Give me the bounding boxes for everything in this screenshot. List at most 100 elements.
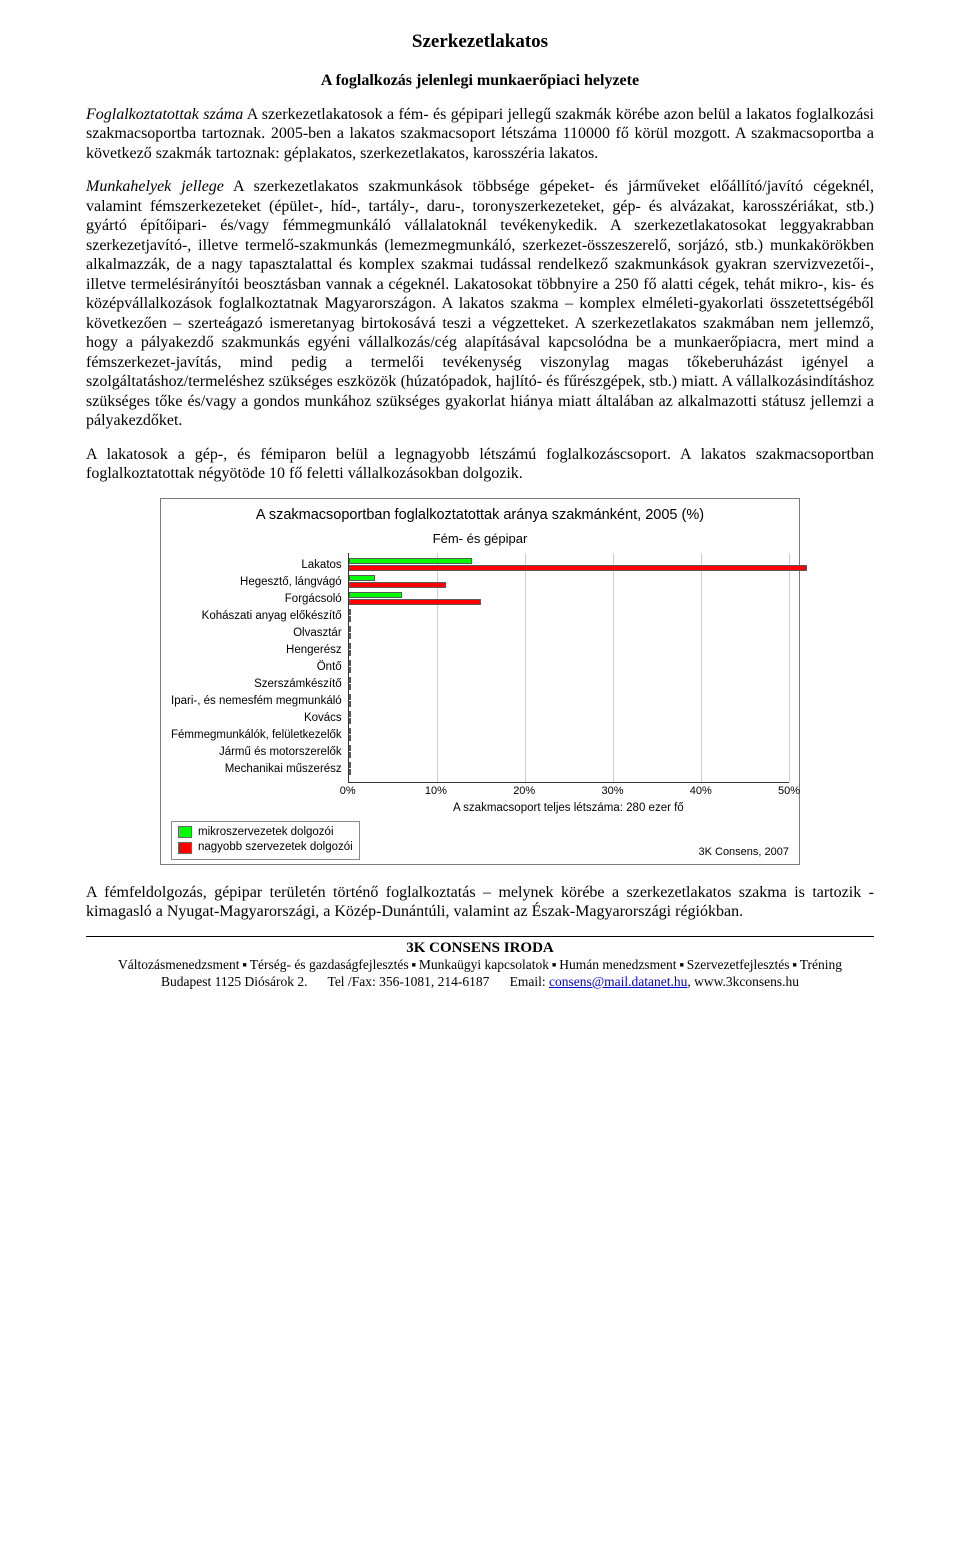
footer-org: 3K CONSENS IRODA: [86, 939, 874, 957]
chart-y-label: Öntő: [317, 659, 342, 676]
separator-icon: ■: [409, 961, 419, 969]
chart-row: [349, 625, 789, 642]
chart-bar-larger: [349, 701, 352, 707]
legend-swatch-micro: [178, 826, 192, 838]
footer-service: Szervezetfejlesztés: [687, 957, 790, 972]
chart-row: [349, 744, 789, 761]
chart-bar-larger: [349, 582, 446, 588]
chart-y-label: Ipari-, és nemesfém megmunkáló: [171, 693, 342, 710]
legend-label-micro: mikroszervezetek dolgozói: [198, 825, 334, 841]
chart-bar-micro: [349, 762, 352, 768]
separator-icon: ■: [677, 961, 687, 969]
chart-bar-micro: [349, 558, 472, 564]
chart-y-label: Fémmegmunkálók, felületkezelők: [171, 727, 342, 744]
chart-credit: 3K Consens, 2007: [698, 846, 789, 859]
chart-x-tick: 10%: [425, 785, 447, 798]
chart-y-labels: LakatosHegesztő, lángvágóForgácsolóKohás…: [171, 553, 348, 815]
chart-row: [349, 727, 789, 744]
chart-bar-micro: [349, 643, 352, 649]
chart-bar-larger: [349, 633, 352, 639]
chart-bar-larger: [349, 769, 352, 775]
chart-bar-micro: [349, 609, 352, 615]
footer-service: Humán menedzsment: [559, 957, 676, 972]
separator-icon: ■: [239, 961, 249, 969]
chart-bar-larger: [349, 667, 352, 673]
chart-y-label: Szerszámkészítő: [254, 676, 342, 693]
chart-y-label: Olvasztár: [293, 625, 342, 642]
chart-row: [349, 574, 789, 591]
chart-x-tick: 50%: [778, 785, 800, 798]
chart-group-label: Fém- és gépipar: [171, 531, 789, 547]
chart-y-label: Hegesztő, lángvágó: [240, 574, 342, 591]
chart-bar-larger: [349, 650, 352, 656]
chart-bar-micro: [349, 677, 352, 683]
chart-bar-larger: [349, 565, 807, 571]
chart-row: [349, 761, 789, 778]
chart-row: [349, 591, 789, 608]
chart-y-label: Kovács: [304, 710, 342, 727]
chart-y-label: Jármű és motorszerelők: [219, 744, 342, 761]
chart-bar-micro: [349, 711, 352, 717]
chart-y-label: Forgácsoló: [285, 591, 342, 608]
chart-bar-larger: [349, 616, 352, 622]
footer-email-label: Email:: [510, 974, 546, 989]
footer-services: Változásmenedzsment■Térség- és gazdaságf…: [86, 957, 874, 974]
p2-lead: Munkahelyek jellege: [86, 178, 224, 195]
chart-row: [349, 608, 789, 625]
chart-row: [349, 693, 789, 710]
separator-icon: ■: [549, 961, 559, 969]
chart-gridline: [789, 553, 790, 782]
p1-lead: Foglalkoztatottak száma: [86, 106, 243, 123]
chart-legend: mikroszervezetek dolgozói nagyobb szerve…: [171, 821, 360, 860]
legend-item-larger: nagyobb szervezetek dolgozói: [178, 840, 353, 856]
chart-x-ticks: 0%10%20%30%40%50%: [348, 783, 789, 799]
legend-label-larger: nagyobb szervezetek dolgozói: [198, 840, 353, 856]
separator-icon: ■: [789, 961, 799, 969]
chart-bar-micro: [349, 694, 352, 700]
chart-title: A szakmacsoportban foglalkoztatottak ará…: [171, 507, 789, 525]
footer-address: Budapest 1125 Diósárok 2.: [161, 974, 307, 989]
chart-x-tick: 0%: [340, 785, 356, 798]
footer-contact: Budapest 1125 Diósárok 2. Tel /Fax: 356-…: [86, 974, 874, 991]
legend-item-micro: mikroszervezetek dolgozói: [178, 825, 353, 841]
chart-bar-micro: [349, 575, 375, 581]
paragraph-1: Foglalkoztatottak száma A szerkezetlakat…: [86, 105, 874, 164]
chart-row: [349, 642, 789, 659]
chart-bar-micro: [349, 626, 352, 632]
page-subtitle: A foglalkozás jelenlegi munkaerőpiaci he…: [86, 71, 874, 91]
legend-swatch-larger: [178, 842, 192, 854]
chart-legend-row: mikroszervezetek dolgozói nagyobb szerve…: [171, 821, 789, 860]
footer-web: www.3kconsens.hu: [694, 974, 799, 989]
chart-card: A szakmacsoportban foglalkoztatottak ará…: [160, 498, 800, 865]
chart-y-label: Hengerész: [286, 642, 342, 659]
paragraph-2: Munkahelyek jellege A szerkezetlakatos s…: [86, 177, 874, 431]
chart-y-label: Lakatos: [301, 557, 341, 574]
chart-x-axis-label: A szakmacsoport teljes létszáma: 280 eze…: [348, 801, 789, 815]
chart-x-tick: 20%: [513, 785, 535, 798]
footer-email-link[interactable]: consens@mail.datanet.hu: [549, 974, 687, 989]
chart-bar-micro: [349, 728, 352, 734]
chart-bar-micro: [349, 592, 402, 598]
page-title: Szerkezetlakatos: [86, 30, 874, 53]
chart-bar-larger: [349, 752, 352, 758]
chart-plot-area: LakatosHegesztő, lángvágóForgácsolóKohás…: [171, 553, 789, 815]
chart-bar-larger: [349, 718, 352, 724]
chart-row: [349, 557, 789, 574]
chart-x-tick: 30%: [601, 785, 623, 798]
chart-row: [349, 659, 789, 676]
chart-y-label: Mechanikai műszerész: [225, 761, 342, 778]
p2-body: A szerkezetlakatos szakmunkások többsége…: [86, 178, 874, 429]
chart-rows: [349, 557, 789, 778]
chart-bar-micro: [349, 660, 352, 666]
chart-bar-larger: [349, 684, 352, 690]
footer-service: Térség- és gazdaságfejlesztés: [250, 957, 409, 972]
footer-service: Tréning: [800, 957, 842, 972]
paragraph-3: A lakatosok a gép-, és fémiparon belül a…: [86, 445, 874, 484]
footer-telfax-label: Tel /Fax:: [328, 974, 376, 989]
footer: 3K CONSENS IRODA Változásmenedzsment■Tér…: [86, 936, 874, 991]
chart-x-tick: 40%: [690, 785, 712, 798]
paragraph-4: A fémfeldolgozás, gépipar területén tört…: [86, 883, 874, 922]
footer-telfax: 356-1081, 214-6187: [379, 974, 489, 989]
chart-bar-larger: [349, 599, 481, 605]
chart-plot: [348, 553, 789, 783]
